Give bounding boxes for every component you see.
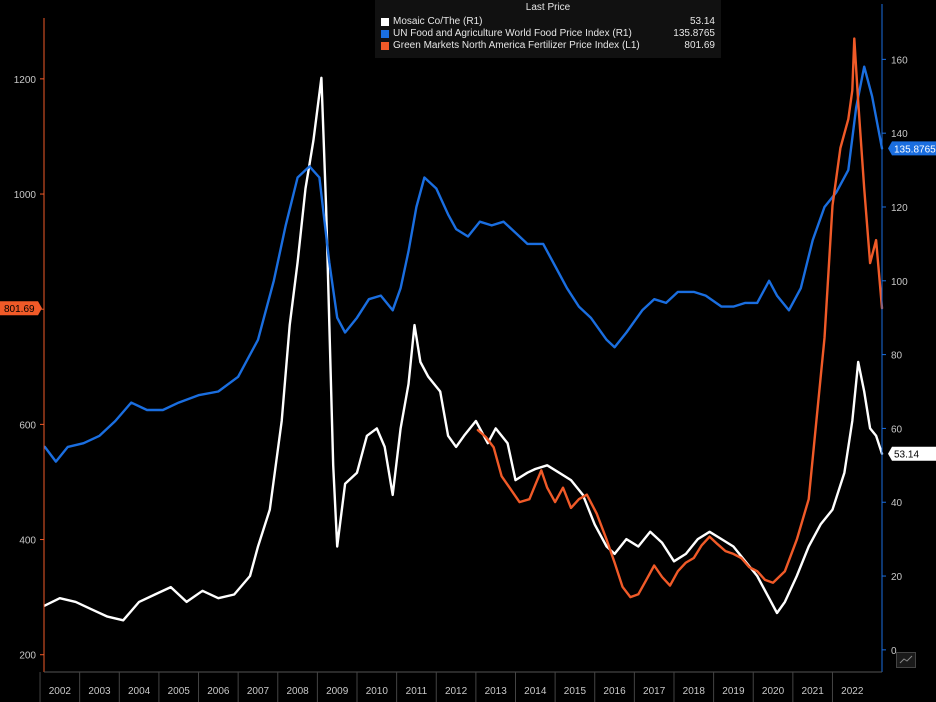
x-tick-label: 2006 (207, 686, 230, 697)
x-tick-label: 2004 (128, 686, 151, 697)
x-tick-label: 2013 (485, 686, 508, 697)
legend-value-fertilizer: 801.69 (684, 40, 715, 51)
x-tick-label: 2015 (564, 686, 587, 697)
x-tick-label: 2022 (841, 686, 864, 697)
x-tick-label: 2019 (722, 686, 745, 697)
x-tick-label: 2008 (286, 686, 309, 697)
x-tick-label: 2011 (406, 686, 428, 697)
right-tick-label: 20 (891, 572, 903, 583)
legend-label-fertilizer: Green Markets North America Fertilizer P… (393, 40, 640, 51)
x-tick-label: 2016 (603, 686, 626, 697)
fao-last-value-flag (888, 141, 936, 156)
right-tick-label: 40 (891, 498, 903, 509)
legend-label-fao: UN Food and Agriculture World Food Price… (393, 28, 632, 39)
x-tick-label: 2007 (247, 686, 270, 697)
left-tick-label: 200 (19, 651, 36, 662)
right-tick-label: 120 (891, 203, 908, 214)
legend-header: Last Price (525, 2, 571, 13)
right-tick-label: 80 (891, 351, 903, 362)
legend-item-mosaic: Mosaic Co/The (R1) 53.14 (375, 16, 721, 28)
legend-swatch-fertilizer (381, 42, 389, 50)
fertilizer-last-value-flag (0, 301, 42, 316)
legend-item-fertilizer: Green Markets North America Fertilizer P… (375, 40, 721, 52)
legend-label-mosaic: Mosaic Co/The (R1) (393, 16, 483, 27)
fao-last-value-label: 135.8765 (894, 144, 936, 155)
right-tick-label: 140 (891, 129, 908, 140)
right-tick-label: 60 (891, 424, 903, 435)
right-tick-label: 0 (891, 646, 897, 657)
mosaic-last-value-flag (888, 446, 936, 461)
zoom-chart-glyph (899, 655, 913, 664)
x-tick-label: 2017 (643, 686, 666, 697)
x-tick-label: 2018 (683, 686, 706, 697)
x-tick-label: 2012 (445, 686, 468, 697)
legend-swatch-fao (381, 30, 389, 38)
x-tick-label: 2014 (524, 686, 547, 697)
x-tick-label: 2003 (88, 686, 111, 697)
legend-item-fao: UN Food and Agriculture World Food Price… (375, 28, 721, 40)
fertilizer-last-value-label: 801.69 (4, 304, 35, 315)
x-tick-label: 2002 (49, 686, 72, 697)
left-tick-label: 1200 (14, 75, 37, 86)
series-line-1 (43, 65, 884, 463)
right-tick-label: 160 (891, 55, 908, 66)
right-tick-label: 100 (891, 277, 908, 288)
legend-value-mosaic: 53.14 (689, 16, 715, 27)
legend: Last Price Mosaic Co/The (R1) 53.14 UN F… (375, 0, 721, 58)
series-line-2 (476, 37, 884, 599)
zoom-chart-icon[interactable] (896, 652, 916, 668)
legend-value-fao: 135.8765 (673, 28, 715, 39)
x-tick-label: 2010 (366, 686, 389, 697)
series-line-0 (43, 76, 884, 622)
mosaic-last-value-label: 53.14 (894, 450, 919, 461)
left-tick-label: 1000 (14, 190, 37, 201)
x-tick-label: 2020 (762, 686, 785, 697)
x-tick-label: 2021 (802, 686, 825, 697)
left-tick-label: 400 (19, 536, 36, 547)
legend-swatch-mosaic (381, 18, 389, 26)
left-tick-label: 600 (19, 420, 36, 431)
x-tick-label: 2005 (168, 686, 191, 697)
x-tick-label: 2009 (326, 686, 349, 697)
